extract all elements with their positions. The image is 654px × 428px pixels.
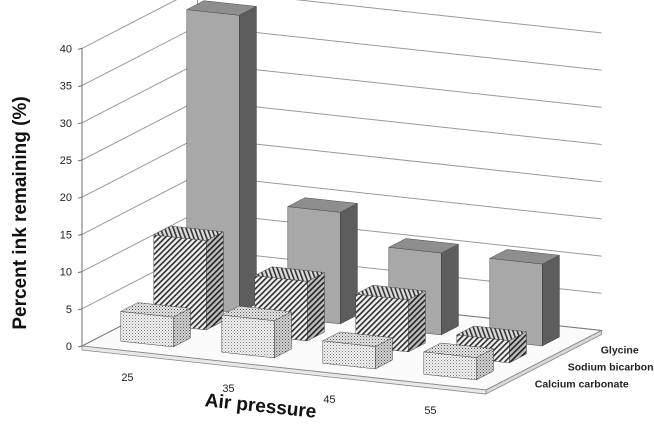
y-tick-label: 40 — [60, 43, 72, 55]
floor-side-edge — [485, 329, 602, 395]
y-tick-mark — [77, 345, 83, 348]
x-tick-label: 35 — [222, 383, 234, 395]
bar — [321, 331, 394, 370]
y-axis-label: Percent ink remaining (%) — [10, 96, 31, 329]
bar — [422, 342, 495, 381]
bar-side-face — [206, 231, 224, 331]
bar — [488, 249, 561, 347]
bars — [119, 0, 561, 381]
series-label: Calcium carbonate — [535, 378, 629, 390]
y-tick-label: 15 — [60, 229, 72, 241]
y-tick-label: 5 — [66, 304, 72, 316]
bar-top-face — [152, 225, 225, 241]
bar-side-face — [239, 5, 257, 314]
bar-top-face — [185, 0, 258, 16]
bar-top-face — [387, 238, 460, 254]
bar-top-face — [354, 284, 427, 301]
y-tick-mark — [77, 308, 83, 311]
bar-top-face — [488, 249, 561, 265]
x-tick-label: 45 — [323, 394, 335, 406]
bar-side-face — [340, 202, 358, 325]
bar — [119, 302, 192, 348]
y-axis-ticks: 0 5 10 15 20 25 30 35 40 — [60, 43, 83, 353]
y-tick-mark — [77, 271, 83, 274]
gridline — [81, 137, 602, 198]
x-tick-label: 25 — [121, 372, 133, 384]
bar-top-face — [253, 266, 326, 282]
x-axis-ticks: 25 35 45 55 — [121, 372, 436, 417]
bar-top-face — [220, 305, 293, 321]
x-tick-label: 55 — [424, 405, 436, 417]
y-tick-mark — [77, 47, 83, 50]
y-tick-mark — [77, 233, 83, 236]
gridline — [81, 0, 602, 49]
series-labels: Calcium carbonate Sodium bicarbonate Glyci… — [535, 344, 654, 390]
series-label: Glycine — [601, 344, 639, 356]
bar-top-face — [286, 197, 359, 213]
y-tick-mark — [77, 85, 83, 88]
y-tick-mark — [77, 196, 83, 199]
bar-front-face — [221, 314, 275, 359]
bar-side-face — [441, 243, 459, 336]
bar-top-face — [455, 325, 528, 341]
series-label: Sodium bicarbonate — [568, 361, 654, 373]
bar-front-face — [120, 311, 174, 348]
y-tick-label: 10 — [60, 267, 72, 279]
gridline — [81, 62, 602, 124]
y-tick-label: 20 — [60, 192, 72, 204]
y-tick-mark — [77, 159, 83, 162]
gridline — [81, 99, 602, 161]
y-tick-mark — [77, 122, 83, 125]
bar-top-face — [321, 331, 394, 347]
bar-side-face — [408, 290, 426, 353]
gridline — [81, 25, 602, 87]
x-axis-label: Air pressure — [204, 390, 318, 423]
bar — [220, 305, 293, 359]
bar-top-face — [422, 342, 495, 358]
bar-side-face — [307, 272, 325, 342]
y-tick-label: 0 — [66, 341, 72, 353]
y-tick-label: 30 — [60, 118, 72, 130]
y-tick-label: 35 — [60, 81, 72, 93]
y-tick-label: 25 — [60, 155, 72, 167]
bar-side-face — [542, 254, 560, 347]
bar-top-face — [119, 302, 192, 318]
